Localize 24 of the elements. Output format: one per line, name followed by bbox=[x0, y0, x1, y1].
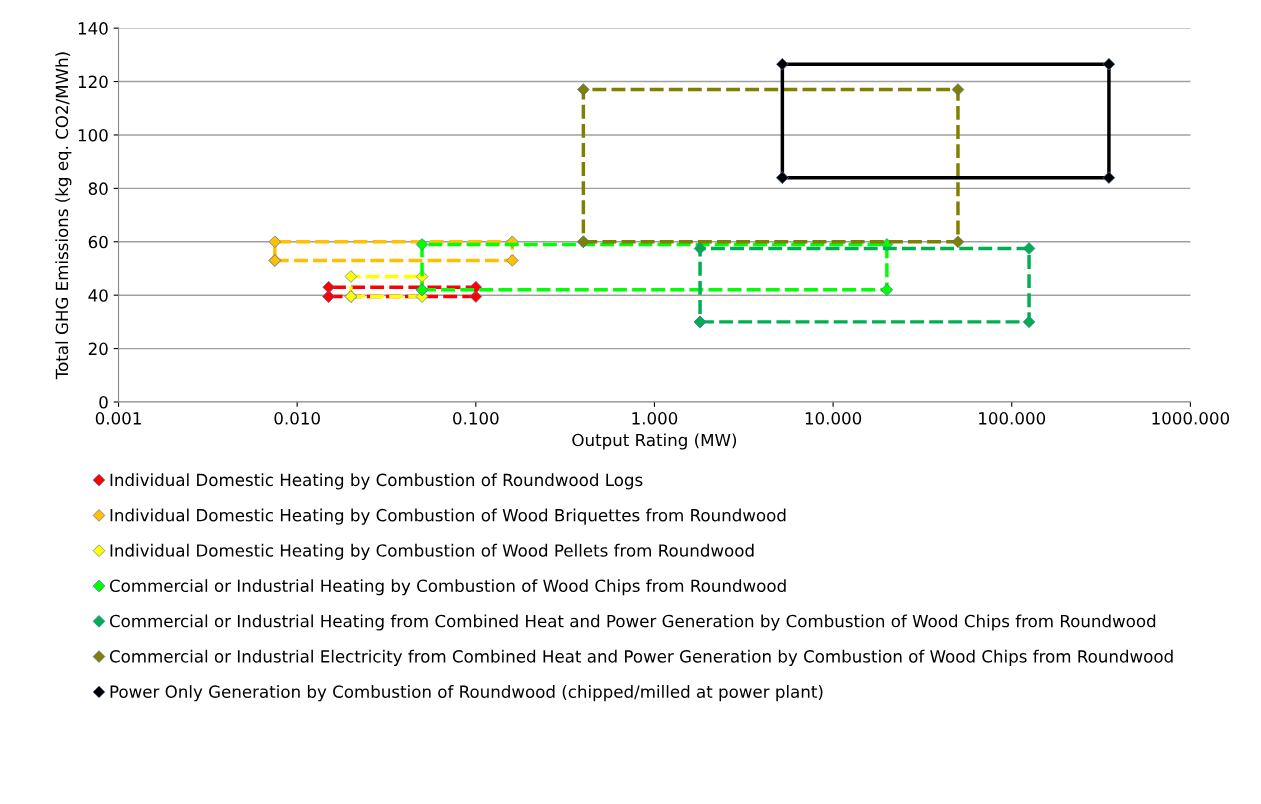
x-axis-title: Output Rating (MW) bbox=[572, 433, 737, 450]
y-tick-label: 60 bbox=[88, 235, 108, 249]
y-tick-label: 100 bbox=[78, 128, 108, 142]
legend-label: Commercial or Industrial Heating from Combined Heat and Power Generation by Combustion of Wood Chips from Roundwood bbox=[109, 614, 1156, 631]
legend-label: Power Only Generation by Combustion of Roundwood (chipped/milled at power plant) bbox=[110, 685, 823, 702]
y-tick-label: 0 bbox=[99, 395, 108, 409]
x-tick-label: 10.000 bbox=[805, 412, 862, 425]
x-tick-label: 1.000 bbox=[632, 412, 678, 425]
legend-label: Individual Domestic Heating by Combustion of Wood Pellets from Roundwood bbox=[110, 543, 754, 560]
y-tick-label: 20 bbox=[88, 342, 108, 356]
x-tick-label: 0.010 bbox=[274, 412, 320, 425]
y-tick-label: 140 bbox=[78, 22, 108, 35]
legend-label: Commercial or Industrial Heating by Combustion of Wood Chips from Roundwood bbox=[109, 579, 786, 596]
legend-label: Commercial or Industrial Electricity from Combined Heat and Power Generation by Combustion of Wood Chips from Roundwood bbox=[109, 649, 1173, 666]
y-tick-label: 120 bbox=[78, 75, 108, 89]
y-tick-label: 40 bbox=[88, 289, 108, 302]
legend-label: Individual Domestic Heating by Combustion of Roundwood Logs bbox=[110, 473, 643, 490]
y-axis-title: Total GHG Emissions (kg eq. CO2/MWh) bbox=[55, 52, 72, 380]
x-tick-label: 0.001 bbox=[95, 412, 141, 425]
legend-label: Individual Domestic Heating by Combustion of Wood Briquettes from Roundwood bbox=[110, 508, 786, 525]
y-tick-label: 80 bbox=[88, 182, 108, 195]
x-tick-label: 0.100 bbox=[453, 412, 499, 425]
x-tick-label: 1000.000 bbox=[1152, 412, 1230, 425]
x-tick-label: 100.000 bbox=[979, 412, 1046, 425]
